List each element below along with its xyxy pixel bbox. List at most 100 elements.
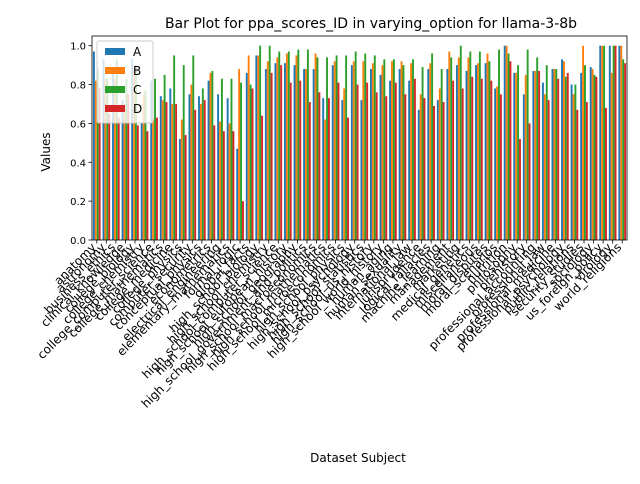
bar-D-moral_scenarios xyxy=(499,94,502,240)
bar-A-high_school_biology xyxy=(255,55,258,241)
bar-C-high_school_world_history xyxy=(383,59,386,241)
bar-B-high_school_world_history xyxy=(381,65,384,240)
bar-A-high_school_macroeconomics xyxy=(312,69,315,240)
bar-D-high_school_mathematics xyxy=(327,98,330,240)
bar-B-college_computer_science xyxy=(152,119,155,240)
bar-C-high_school_computer_science xyxy=(278,51,281,240)
bar-A-public_relations xyxy=(570,84,573,240)
bar-C-logical_fallacies xyxy=(431,53,434,240)
bar-B-philosophy xyxy=(515,72,518,240)
bar-B-human_aging xyxy=(391,61,393,241)
bar-C-sociology xyxy=(593,74,596,240)
bar-A-college_biology xyxy=(131,59,134,241)
bar-A-high_school_statistics xyxy=(360,100,363,240)
chart-title: Bar Plot for ppa_scores_ID in varying_op… xyxy=(165,16,577,32)
series-C xyxy=(96,45,625,241)
bar-B-electrical_engineering xyxy=(219,121,221,240)
bar-B-us_foreign_policy xyxy=(601,45,604,241)
bar-A-high_school_physics xyxy=(341,100,344,240)
bar-D-business_ethics xyxy=(117,117,120,240)
series-B xyxy=(94,45,623,241)
bar-C-us_foreign_policy xyxy=(603,45,606,241)
bar-C-management xyxy=(450,57,453,241)
bar-C-econometrics xyxy=(211,70,214,240)
bar-B-jurisprudence xyxy=(419,94,422,240)
bar-A-security_studies xyxy=(580,72,583,240)
bar-B-high_school_physics xyxy=(343,88,346,241)
bar-B-formal_logic xyxy=(238,69,241,240)
bar-D-high_school_chemistry xyxy=(270,72,273,240)
bar-B-public_relations xyxy=(572,94,575,240)
bar-B-global_facts xyxy=(247,55,250,241)
bar-B-high_school_us_history xyxy=(371,63,374,241)
bar-B-professional_accounting xyxy=(534,70,537,240)
bar-B-college_chemistry xyxy=(142,94,145,240)
bar-A-high_school_microeconomics xyxy=(331,65,334,240)
bar-A-high_school_geography xyxy=(293,65,296,240)
bar-C-clinical_knowledge xyxy=(125,78,128,241)
bar-B-prehistory xyxy=(524,74,527,240)
bar-B-conceptual_physics xyxy=(199,104,202,240)
bar-D-human_aging xyxy=(394,82,397,240)
bar-C-formal_logic xyxy=(240,82,242,240)
bar-A-virology xyxy=(608,45,611,241)
bar-C-college_chemistry xyxy=(144,90,147,241)
bar-B-miscellaneous xyxy=(477,63,479,241)
bar-B-computer_security xyxy=(190,84,193,240)
bar-B-professional_law xyxy=(543,94,546,240)
bar-D-high_school_physics xyxy=(347,117,349,240)
bar-D-college_biology xyxy=(136,125,139,240)
bar-B-high_school_geography xyxy=(295,55,298,241)
bar-A-professional_medicine xyxy=(551,69,554,240)
bar-A-professional_psychology xyxy=(561,59,563,241)
bar-C-high_school_us_history xyxy=(373,55,376,241)
legend-box xyxy=(96,40,154,124)
bar-A-moral_disputes xyxy=(484,63,487,241)
bar-B-sociology xyxy=(591,69,594,240)
legend-label-B: B xyxy=(133,64,141,78)
bar-C-high_school_macroeconomics xyxy=(316,57,319,241)
bar-C-medical_genetics xyxy=(469,51,472,240)
bar-D-public_relations xyxy=(576,109,579,240)
bar-D-global_facts xyxy=(251,88,254,241)
bar-A-anatomy xyxy=(92,51,95,240)
bar-D-high_school_government_and_politics xyxy=(308,102,311,240)
bar-D-college_mathematics xyxy=(165,102,168,240)
bar-B-high_school_statistics xyxy=(362,61,365,241)
bar-C-conceptual_physics xyxy=(201,88,204,241)
bar-A-formal_logic xyxy=(236,148,239,240)
bar-D-college_computer_science xyxy=(156,117,158,240)
bar-A-logical_fallacies xyxy=(427,69,430,240)
x-axis-label: Dataset Subject xyxy=(310,451,406,465)
bar-D-high_school_macroeconomics xyxy=(318,92,321,240)
bar-C-college_computer_science xyxy=(154,78,157,241)
bar-A-sociology xyxy=(589,67,592,240)
bar-A-college_medicine xyxy=(169,88,172,241)
bar-B-business_ethics xyxy=(113,78,116,241)
bar-C-miscellaneous xyxy=(478,51,481,240)
bar-A-high_school_european_history xyxy=(284,63,286,241)
bar-D-management xyxy=(452,80,455,240)
bar-D-high_school_psychology xyxy=(356,84,359,240)
bar-A-global_facts xyxy=(245,72,248,240)
bar-D-formal_logic xyxy=(241,201,244,240)
bar-B-elementary_mathematics xyxy=(228,123,231,240)
bar-A-marketing xyxy=(455,65,458,240)
bar-D-sociology xyxy=(595,76,598,240)
bar-D-logical_fallacies xyxy=(433,105,435,240)
bar-C-machine_learning xyxy=(440,69,443,240)
bar-D-conceptual_physics xyxy=(203,100,206,240)
bar-C-high_school_statistics xyxy=(364,53,367,240)
bar-C-high_school_mathematics xyxy=(326,57,328,241)
bar-C-high_school_geography xyxy=(297,49,300,240)
bar-C-human_aging xyxy=(392,59,395,241)
bar-A-high_school_world_history xyxy=(379,74,382,240)
bar-A-elementary_mathematics xyxy=(226,98,229,240)
bar-A-moral_scenarios xyxy=(494,88,497,241)
bar-B-human_sexuality xyxy=(400,61,403,241)
bar-B-security_studies xyxy=(582,45,585,241)
legend-swatch-A xyxy=(105,48,125,55)
bar-B-astronomy xyxy=(104,78,107,241)
bar-D-professional_medicine xyxy=(557,78,560,241)
bar-C-professional_law xyxy=(545,65,548,240)
